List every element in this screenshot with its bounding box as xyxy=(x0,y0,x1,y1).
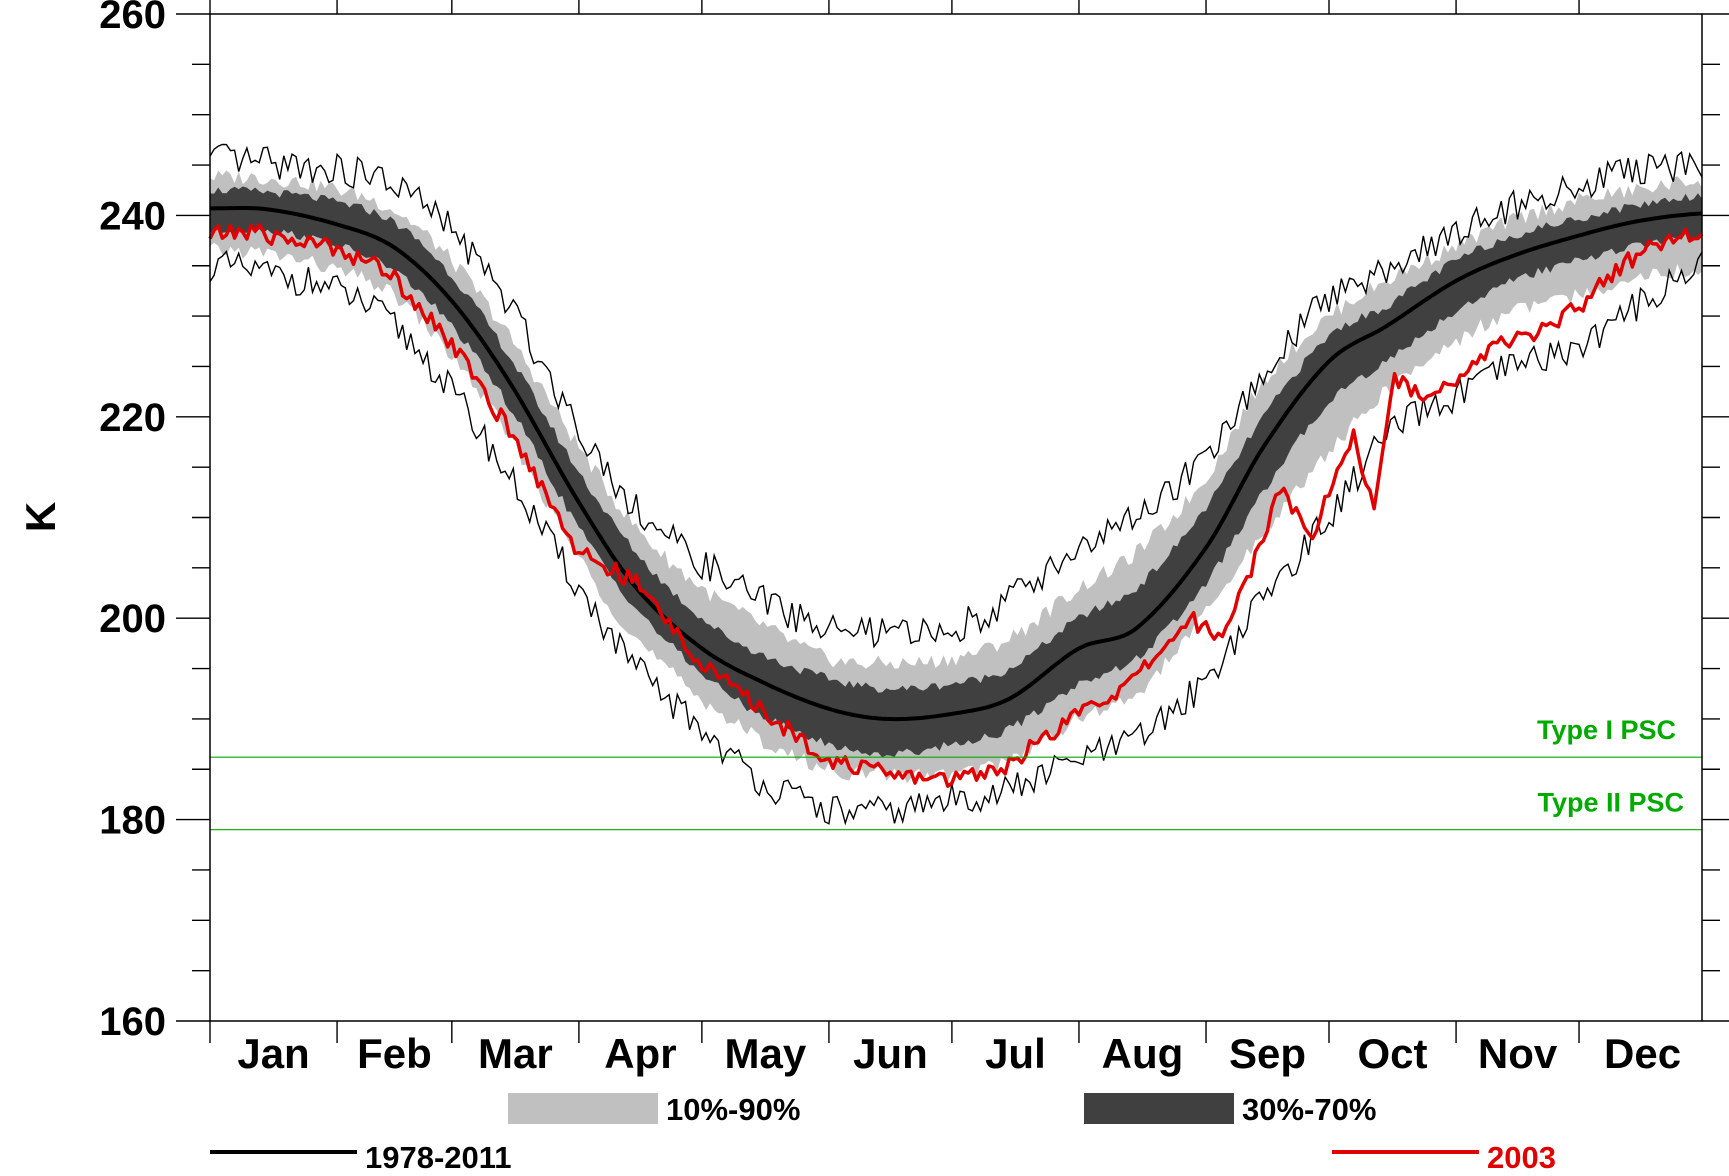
maximum-line xyxy=(209,143,1703,649)
legend-swatch-30-70 xyxy=(1084,1093,1234,1124)
legend-label-30-70: 30%-70% xyxy=(1242,1092,1376,1127)
x-tick-label-jan: Jan xyxy=(237,1030,309,1077)
x-tick-label-jul: Jul xyxy=(985,1030,1046,1077)
y-tick-label: 240 xyxy=(99,194,166,238)
band-10-90-percentile xyxy=(210,170,1702,784)
x-tick-label-dec: Dec xyxy=(1604,1030,1681,1077)
y-tick-label: 180 xyxy=(99,799,166,843)
psc-thresholds: Type I PSC Type II PSC xyxy=(210,715,1702,831)
x-tick-label-feb: Feb xyxy=(357,1030,432,1077)
y-axis-label: K xyxy=(17,502,64,532)
legend-swatch-10-90 xyxy=(508,1093,658,1124)
plot-frame xyxy=(209,13,1703,1022)
legend: 10%-90% 30%-70% 1978-2011 2003 xyxy=(210,1092,1556,1175)
x-tick-label-apr: Apr xyxy=(604,1030,676,1077)
y-tick-label: 200 xyxy=(99,597,166,641)
psc-threshold-label-2: Type II PSC xyxy=(1537,788,1684,818)
minimum-line xyxy=(209,250,1703,826)
x-tick-label-nov: Nov xyxy=(1478,1030,1558,1077)
x-tick-label-mar: Mar xyxy=(478,1030,553,1077)
x-tick-label-may: May xyxy=(725,1030,807,1077)
x-tick-label-jun: Jun xyxy=(853,1030,928,1077)
legend-label-mean: 1978-2011 xyxy=(365,1140,512,1175)
plot-area: Type I PSC Type II PSC xyxy=(208,143,1704,831)
y-tick-label: 160 xyxy=(99,1000,166,1044)
climatology-mean-line xyxy=(210,206,1703,722)
x-tick-label-sep: Sep xyxy=(1229,1030,1306,1077)
y-tick-label: 220 xyxy=(99,396,166,440)
y-tick-label: 260 xyxy=(99,0,166,37)
year-2003-line xyxy=(208,222,1704,788)
psc-threshold-label-1: Type I PSC xyxy=(1537,715,1676,745)
x-tick-label-aug: Aug xyxy=(1102,1030,1184,1077)
x-tick-label-oct: Oct xyxy=(1358,1030,1428,1077)
legend-label-year: 2003 xyxy=(1487,1140,1556,1175)
legend-label-10-90: 10%-90% xyxy=(666,1092,800,1127)
y-axis: 160 180 200 220 240 260 xyxy=(99,0,1729,1044)
x-axis: Jan Feb Mar Apr May Jun Jul Aug Sep Oct Nov Dec xyxy=(209,0,1681,1077)
